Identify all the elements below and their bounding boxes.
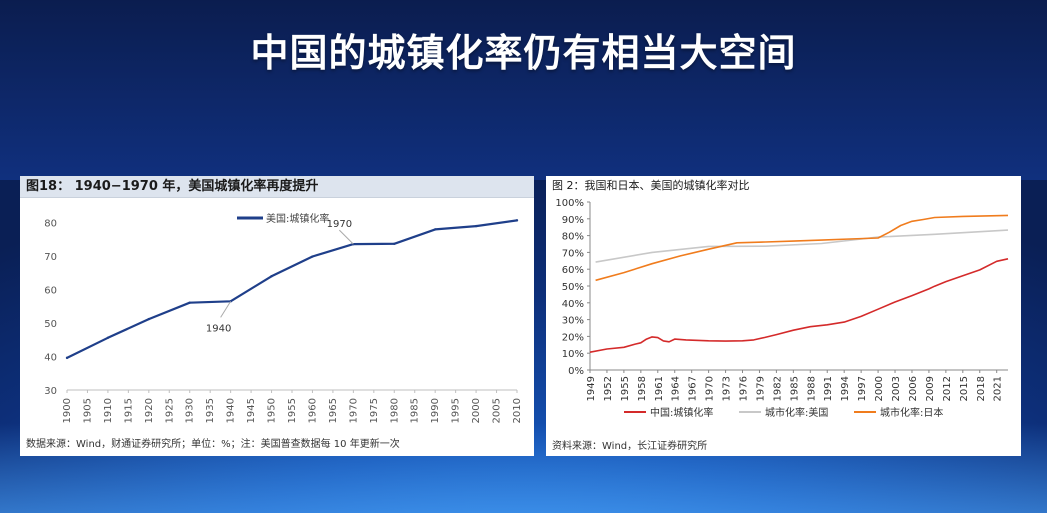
x-tick-label: 1945 <box>246 398 257 423</box>
data-point <box>106 336 110 340</box>
x-tick-label: 1991 <box>823 376 834 401</box>
y-tick-label: 50 <box>44 319 57 330</box>
x-tick-label: 1979 <box>755 376 766 401</box>
legend-label: 城市化率:日本 <box>880 406 943 419</box>
us-urbanization-line <box>66 219 518 359</box>
x-tick-label: 1967 <box>688 376 699 401</box>
x-tick-label: 1940 <box>226 398 237 423</box>
us-urbanization-chart: 30 40 50 60 70 80 1900 1905 1910 1915 1920 1925 1930… <box>44 212 523 423</box>
data-point <box>65 356 69 360</box>
slide-title: 中国的城镇化率仍有相当大空间 <box>250 31 797 75</box>
x-tick-label: 1975 <box>369 398 380 423</box>
x-tick-label: 1900 <box>62 398 73 423</box>
x-tick-label: 1973 <box>722 376 733 401</box>
x-tick-label: 1905 <box>82 398 93 423</box>
x-tick-label: 1985 <box>789 376 800 401</box>
y-tick-label: 80 <box>44 219 57 230</box>
left-chart-panel: 图18： 1940−1970 年，美国城镇化率再度提升 30 40 50 60 70 80… <box>20 176 534 456</box>
legend-label: 中国:城镇化率 <box>650 406 713 419</box>
x-tick-label: 2000 <box>874 376 885 401</box>
x-tick-label: 1930 <box>185 398 196 423</box>
x-tick-label: 1970 <box>705 376 716 401</box>
data-point <box>433 228 437 231</box>
data-point <box>147 317 151 321</box>
x-tick-label: 1950 <box>267 398 278 423</box>
x-tick-label: 1976 <box>739 376 750 401</box>
y-tick-label: 50% <box>562 282 584 293</box>
x-tick-label: 1955 <box>287 398 298 423</box>
left-chart-source: 数据来源：Wind，财通证券研究所；单位：%；注：美国普查数据每 10 年更新一… <box>26 439 400 450</box>
y-tick-label: 10% <box>562 349 584 360</box>
x-tick-label: 1952 <box>603 376 614 401</box>
x-tick-label: 1960 <box>307 398 318 423</box>
x-tick-label: 2021 <box>993 376 1004 401</box>
x-tick-label: 2003 <box>891 376 902 401</box>
left-chart-caption: 图18： 1940−1970 年，美国城镇化率再度提升 <box>20 176 534 198</box>
data-point <box>188 301 191 304</box>
x-tick-label: 1920 <box>144 398 155 423</box>
x-tick-label: 2015 <box>959 376 970 401</box>
x-tick-label: 1965 <box>328 398 339 423</box>
x-tick-label: 1955 <box>620 376 631 401</box>
right-chart-panel: 图 2：我国和日本、美国的城镇化率对比 0% 10% 20% 30% 40% 50% 60%… <box>546 176 1021 456</box>
x-tick-label: 1997 <box>857 376 868 401</box>
x-tick-label: 1915 <box>123 398 134 423</box>
y-tick-label: 90% <box>562 215 584 226</box>
x-tick-label: 2000 <box>471 398 482 423</box>
x-tick-label: 1958 <box>637 376 648 401</box>
y-tick-label: 40 <box>44 353 57 364</box>
y-tick-label: 30 <box>44 386 57 397</box>
us-urbanization-line <box>595 229 1009 263</box>
urbanization-comparison-chart: 0% 10% 20% 30% 40% 50% 60% 70% 80% 90% 100% 1949 195… <box>555 198 1009 419</box>
annotation-leader <box>339 229 354 245</box>
x-tick-label: 2005 <box>492 398 503 423</box>
right-chart-source: 资料来源：Wind，长江证券研究所 <box>552 441 708 452</box>
slide-background <box>0 0 1047 180</box>
right-chart-caption: 图 2：我国和日本、美国的城镇化率对比 <box>552 179 750 192</box>
x-tick-label: 1988 <box>806 376 817 401</box>
x-tick-label: 1910 <box>103 398 114 423</box>
x-tick-label: 1980 <box>389 398 400 423</box>
y-tick-label: 20% <box>562 332 584 343</box>
x-tick-label: 1990 <box>430 398 441 423</box>
y-tick-label: 0% <box>568 366 584 377</box>
y-tick-label: 70 <box>44 252 57 263</box>
y-tick-label: 40% <box>562 299 584 310</box>
y-tick-label: 80% <box>562 232 584 243</box>
annotation-label: 1940 <box>206 323 231 334</box>
y-tick-label: 70% <box>562 248 584 259</box>
y-tick-label: 60 <box>44 286 57 297</box>
x-tick-label: 1961 <box>654 376 665 401</box>
data-point <box>311 255 314 258</box>
legend-label: 城市化率:美国 <box>765 406 828 419</box>
x-tick-label: 1970 <box>348 398 359 423</box>
x-tick-label: 1925 <box>164 398 175 423</box>
x-tick-label: 2012 <box>942 376 953 401</box>
x-tick-label: 1935 <box>205 398 216 423</box>
x-tick-label: 1994 <box>840 376 851 401</box>
china-urbanization-line <box>589 258 1009 353</box>
x-tick-label: 1949 <box>586 376 597 401</box>
data-point <box>515 219 519 222</box>
x-tick-label: 1995 <box>451 398 462 423</box>
annotation-leader <box>220 301 232 318</box>
data-point <box>270 275 273 278</box>
x-tick-label: 1964 <box>671 376 682 401</box>
x-tick-label: 2009 <box>925 376 936 401</box>
y-tick-label: 100% <box>555 198 584 209</box>
x-tick-label: 2006 <box>908 376 919 401</box>
data-point <box>393 242 396 246</box>
legend-label: 美国:城镇化率 <box>266 212 329 225</box>
x-tick-label: 1985 <box>410 398 421 423</box>
x-tick-label: 2010 <box>512 398 523 423</box>
y-tick-label: 60% <box>562 265 584 276</box>
x-tick-label: 1982 <box>772 376 783 401</box>
japan-urbanization-line <box>595 214 1009 282</box>
x-tick-label: 2018 <box>976 376 987 401</box>
annotation-label: 1970 <box>327 219 352 230</box>
y-tick-label: 30% <box>562 316 584 327</box>
data-point <box>474 224 478 228</box>
